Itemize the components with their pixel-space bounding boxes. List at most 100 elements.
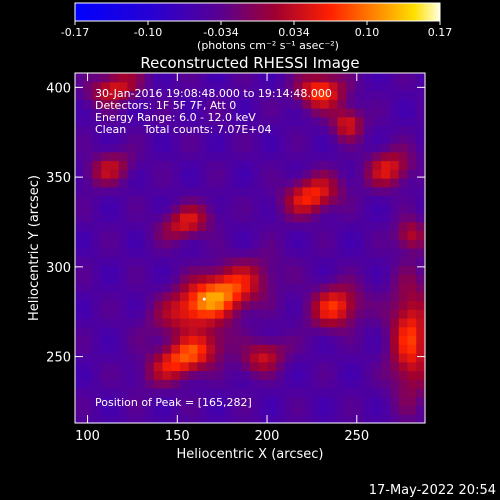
heatmap-cell	[337, 300, 347, 310]
heatmap-cell	[171, 195, 181, 205]
heatmap-cell	[92, 309, 102, 319]
heatmap-cell	[136, 274, 146, 284]
heatmap-cell	[223, 318, 234, 328]
heatmap-cell	[311, 405, 321, 415]
heatmap-cell	[267, 283, 277, 293]
peak-position: Position of Peak = [165,282]	[95, 396, 252, 409]
heatmap-cell	[381, 116, 391, 127]
heatmap-cell	[92, 99, 102, 109]
heatmap-cell	[407, 125, 417, 135]
heatmap-cell	[355, 204, 365, 214]
heatmap-cell	[232, 178, 242, 188]
heatmap-cell	[363, 370, 374, 380]
heatmap-cell	[223, 134, 234, 144]
heatmap-cell	[171, 335, 181, 345]
heatmap-cell	[390, 405, 400, 415]
heatmap-cell	[162, 221, 172, 232]
heatmap-cell	[311, 151, 321, 162]
heatmap-cell	[285, 353, 295, 363]
heatmap-cell	[145, 318, 155, 328]
heatmap-cell	[83, 248, 94, 258]
heatmap-cell	[223, 230, 234, 240]
heatmap-cell	[145, 151, 155, 162]
heatmap-cell	[363, 239, 374, 249]
heatmap-cell	[75, 73, 85, 83]
heatmap-cell	[127, 388, 137, 398]
heatmap-cell	[75, 361, 85, 372]
heatmap-cell	[110, 239, 120, 249]
heatmap-cell	[92, 370, 102, 380]
heatmap-cell	[372, 414, 382, 424]
heatmap-cell	[101, 134, 111, 144]
heatmap-cell	[232, 291, 242, 302]
heatmap-cell	[180, 256, 190, 267]
heatmap-cell	[188, 143, 199, 153]
heatmap-cell	[293, 379, 304, 389]
heatmap-cell	[381, 353, 391, 363]
heatmap-cell	[390, 265, 400, 275]
heatmap-cell	[285, 361, 295, 372]
heatmap-cell	[267, 134, 277, 144]
heatmap-cell	[372, 300, 382, 310]
heatmap-cell	[188, 344, 199, 354]
heatmap-cell	[337, 178, 347, 188]
heatmap-cell	[118, 204, 129, 214]
heatmap-cell	[75, 326, 85, 337]
heatmap-cell	[223, 81, 234, 92]
heatmap-cell	[206, 108, 216, 118]
heatmap-cell	[118, 169, 129, 179]
heatmap-cell	[311, 230, 321, 240]
heatmap-cell	[285, 230, 295, 240]
heatmap-cell	[162, 414, 172, 424]
heatmap-cell	[407, 195, 417, 205]
heatmap-cell	[162, 344, 172, 354]
heatmap-cell	[75, 230, 85, 240]
heatmap-cell	[311, 344, 321, 354]
heatmap-cell	[92, 256, 102, 267]
heatmap-cell	[276, 256, 286, 267]
heatmap-cell	[162, 370, 172, 380]
heatmap-cell	[215, 361, 225, 372]
heatmap-cell	[136, 151, 146, 162]
heatmap-cell	[136, 388, 146, 398]
heatmap-cell	[416, 204, 426, 214]
heatmap-cell	[241, 248, 251, 258]
heatmap-cell	[250, 151, 260, 162]
heatmap-cell	[153, 169, 164, 179]
heatmap-cell	[372, 283, 382, 293]
heatmap-cell	[293, 414, 304, 424]
heatmap-cell	[75, 134, 85, 144]
x-tick-label: 250	[344, 429, 369, 444]
heatmap-cell	[118, 274, 129, 284]
heatmap-cell	[346, 99, 356, 109]
heatmap-cell	[171, 274, 181, 284]
heatmap-cell	[83, 213, 94, 223]
heatmap-cell	[293, 186, 304, 197]
heatmap-cell	[276, 291, 286, 302]
heatmap-cell	[390, 361, 400, 372]
heatmap-cell	[381, 344, 391, 354]
heatmap-cell	[75, 300, 85, 310]
heatmap-cell	[407, 108, 417, 118]
heatmap-cell	[162, 134, 172, 144]
heatmap-cell	[320, 195, 330, 205]
colorbar-tick-label: -0.10	[134, 26, 162, 39]
heatmap-cell	[398, 344, 409, 354]
heatmap-cell	[118, 125, 129, 135]
heatmap-cell	[127, 99, 137, 109]
heatmap-cell	[398, 195, 409, 205]
heatmap-cell	[118, 379, 129, 389]
heatmap-cell	[293, 361, 304, 372]
heatmap-cell	[416, 361, 426, 372]
heatmap-cell	[346, 73, 356, 83]
heatmap-cell	[381, 239, 391, 249]
heatmap-cell	[136, 379, 146, 389]
heatmap-cell	[407, 81, 417, 92]
heatmap-cell	[267, 73, 277, 83]
heatmap-cell	[258, 116, 269, 127]
heatmap-cell	[337, 335, 347, 345]
heatmap-cell	[162, 379, 172, 389]
heatmap-cell	[311, 99, 321, 109]
heatmap-cell	[197, 326, 207, 337]
heatmap-cell	[355, 90, 365, 100]
